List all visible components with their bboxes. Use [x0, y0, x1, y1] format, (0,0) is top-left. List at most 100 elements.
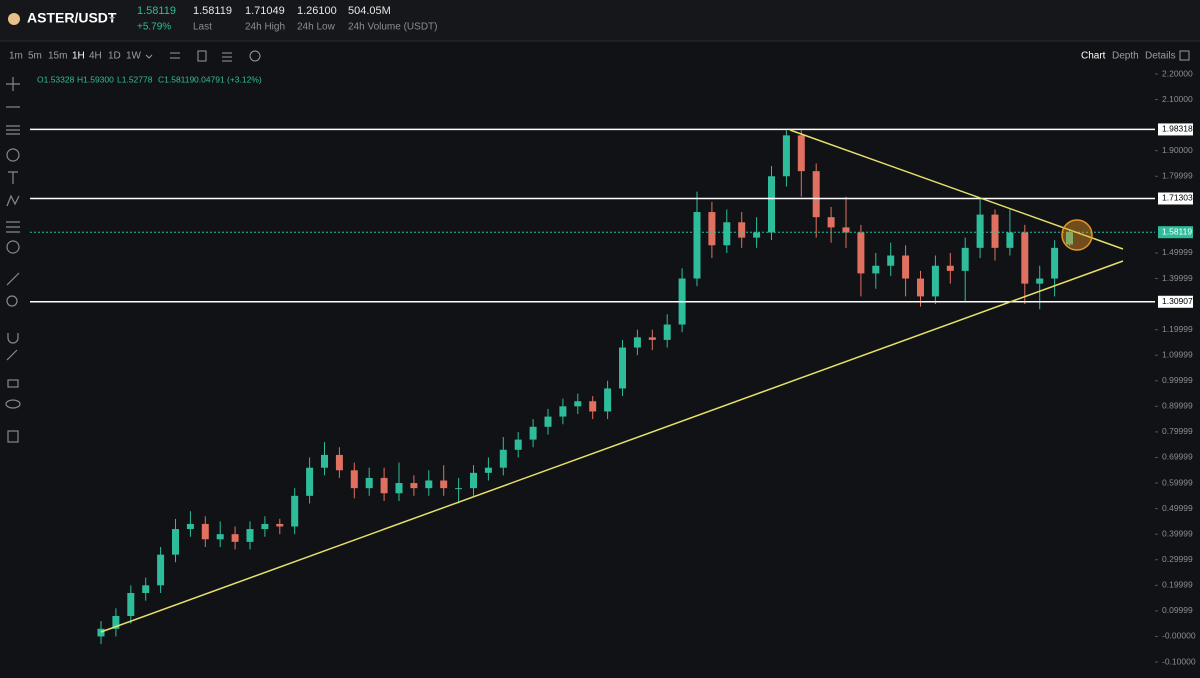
candle-body [380, 477, 388, 494]
level-label-box [1158, 295, 1193, 308]
candle-body [857, 232, 865, 274]
stat-label: 24h Low [297, 22, 336, 33]
tool-icon[interactable] [170, 52, 180, 59]
y-tick-label: 0.89999 [1162, 401, 1193, 411]
view-tab[interactable]: Depth [1112, 51, 1139, 62]
candle-body [484, 467, 492, 473]
candle-body [470, 472, 477, 489]
y-tick-label: 2.20000 [1162, 68, 1193, 78]
dropdown-icon[interactable] [145, 54, 153, 59]
y-tick-label: 0.59999 [1162, 477, 1193, 487]
stat-value: 504.05M [348, 5, 391, 17]
candle-body [291, 495, 299, 527]
candle-body [306, 467, 314, 496]
candle-body [812, 171, 820, 218]
y-tick-label: 0.99999 [1162, 375, 1193, 385]
candle-body [365, 477, 373, 489]
candle-body [97, 628, 105, 637]
ohlc-legend: H1.59300 [77, 74, 114, 84]
candle-body [768, 176, 775, 233]
interval-button[interactable]: 1m [9, 51, 23, 62]
pair-dropdown[interactable] [109, 17, 115, 20]
candle-body [335, 454, 343, 471]
candle-body [708, 212, 716, 246]
last-price-label: 1.58119 [1162, 226, 1192, 236]
candle-body [663, 324, 671, 340]
candle-body [931, 265, 939, 297]
candle-body [112, 615, 120, 629]
y-tick-label: -0.00000 [1162, 631, 1196, 641]
tool-icon[interactable] [222, 52, 232, 62]
y-tick-label: 2.10000 [1162, 94, 1193, 104]
candle-body [201, 523, 209, 540]
tool-icon[interactable] [6, 125, 20, 135]
y-tick-label: 0.19999 [1162, 580, 1193, 590]
y-tick-label: 0.29999 [1162, 554, 1193, 564]
candle-body [127, 592, 135, 616]
tool-icon[interactable] [7, 430, 19, 443]
y-tick-label: 1.09999 [1162, 349, 1193, 359]
candle-body [1051, 247, 1059, 279]
header-bar [0, 0, 1200, 41]
interval-button[interactable]: 1D [108, 51, 121, 62]
interval-button[interactable]: 1W [126, 51, 142, 62]
candle-body [753, 232, 761, 238]
candle-body [514, 439, 522, 450]
candle-body [321, 454, 328, 468]
y-tick-label: 1.90000 [1162, 145, 1193, 155]
candle-body [872, 265, 880, 274]
candle-body [887, 255, 895, 266]
stat-label: Last [193, 22, 212, 33]
tool-icon[interactable] [6, 349, 18, 361]
stat-value: 1.58119 [193, 5, 232, 17]
interval-button[interactable]: 5m [28, 51, 42, 62]
candle-body [440, 480, 448, 489]
pair-name[interactable]: ASTER/USDT [27, 10, 117, 26]
y-tick-label: 1.39999 [1162, 273, 1193, 283]
candle-body [142, 585, 150, 593]
candle-body [782, 135, 790, 177]
tool-icon[interactable] [6, 272, 20, 286]
candle-body [589, 401, 597, 412]
y-tick-label: 1.49999 [1162, 247, 1193, 257]
candle-body [529, 426, 537, 440]
view-tab[interactable]: Details [1145, 51, 1176, 62]
view-tab[interactable]: Chart [1081, 51, 1106, 62]
tool-icon[interactable] [5, 399, 21, 409]
tool-icon[interactable] [6, 148, 20, 162]
interval-button[interactable]: 15m [48, 51, 67, 62]
interval-button[interactable]: 4H [89, 51, 102, 62]
interval-button[interactable]: 1H [72, 51, 85, 62]
stat-value: 1.26100 [297, 5, 337, 17]
ohlc-legend: C1.58119 [158, 74, 195, 84]
tool-icon[interactable] [6, 77, 20, 91]
candle-body [842, 227, 850, 233]
candle-body [648, 337, 656, 340]
candle-body [276, 523, 284, 527]
tool-icon[interactable] [6, 240, 20, 254]
y-tick-label: 0.79999 [1162, 426, 1193, 436]
fullscreen-icon[interactable] [1179, 50, 1190, 61]
tool-icon[interactable] [6, 194, 20, 207]
ohlc-legend: (+3.12%) [227, 74, 262, 84]
tool-icon[interactable] [6, 221, 20, 233]
coin-icon [8, 13, 20, 25]
tool-icon[interactable] [7, 333, 19, 344]
tool-icon[interactable] [6, 295, 18, 307]
tool-icon[interactable] [197, 50, 207, 62]
candle-body [946, 265, 954, 271]
candle-body [246, 529, 254, 542]
candle-body [633, 337, 641, 348]
candle-body [1006, 232, 1014, 248]
y-tick-label: -0.10000 [1162, 656, 1196, 666]
candle-body [186, 523, 194, 530]
tool-icon[interactable] [8, 171, 18, 184]
stat-value: 1.71049 [245, 5, 285, 17]
candle-body [604, 388, 612, 412]
trendline [100, 260, 1124, 633]
candle-body [544, 416, 552, 427]
candle-body [261, 523, 269, 530]
settings-icon[interactable] [249, 50, 261, 62]
tool-icon[interactable] [7, 379, 19, 388]
y-tick-label: 1.79999 [1162, 171, 1193, 181]
